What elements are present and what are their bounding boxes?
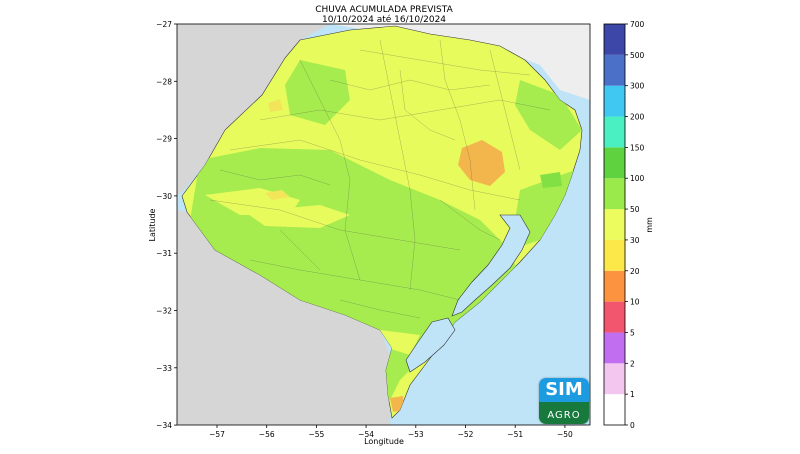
figure-subtitle: 10/10/2024 até 16/10/2024 (322, 14, 446, 25)
x-tick-label: −57 (209, 430, 225, 439)
neighbor-land-southwest (177, 210, 392, 425)
colorbar-segment (604, 24, 625, 55)
map-axes-frame (176, 23, 591, 426)
colorbar-tick-label: 1 (630, 390, 635, 399)
colorbar-tick-label: 30 (630, 236, 640, 245)
x-tick-label: −54 (358, 430, 374, 439)
colorbar-tick-label: 5 (630, 328, 635, 337)
colorbar-tick-label: 100 (630, 174, 645, 183)
colorbar-tick-label: 10 (630, 298, 640, 307)
colorbar-tick-label: 500 (630, 51, 645, 60)
x-tick-label: −56 (259, 430, 275, 439)
rainfall-fields (190, 60, 582, 418)
sim-agro-logo: SIM AGRO (539, 378, 589, 424)
y-tick-label: −28 (156, 77, 172, 86)
x-tick-label: −53 (408, 430, 424, 439)
colorbar-tick-label: 200 (630, 113, 645, 122)
colorbar-tick-label: 50 (630, 205, 640, 214)
x-tick-label: −50 (557, 430, 573, 439)
x-tick-label: −55 (308, 430, 324, 439)
y-tick-label: −33 (156, 364, 172, 373)
colorbar-tick-label: 2 (630, 359, 635, 368)
figure-title: CHUVA ACUMULADA PREVISTA (315, 5, 453, 15)
colorbar-frame (603, 23, 626, 426)
colorbar-segment (604, 85, 625, 117)
yellow-patch-south (380, 330, 420, 355)
colorbar-segment (604, 116, 625, 148)
y-tick-label: −29 (156, 135, 172, 144)
colorbar-segment (604, 239, 625, 271)
x-tick-label: −51 (507, 430, 523, 439)
y-tick-label: −32 (156, 307, 172, 316)
orange-patch-central (458, 140, 505, 186)
colorbar-tick-label: 0 (630, 421, 635, 430)
y-tick-label: −30 (156, 192, 172, 201)
neighbor-land-west (177, 24, 330, 195)
neighbor-land-north (330, 24, 590, 100)
municipal-boundaries (209, 39, 551, 319)
y-axis-label: Latitude (148, 208, 157, 241)
colorbar-segment (604, 301, 625, 333)
y-tick-label: −27 (156, 20, 172, 29)
colorbar-tick-label: 300 (630, 82, 645, 91)
colorbar-segment (604, 54, 625, 86)
yellow-patch-northwest (268, 99, 283, 112)
darker-green-east (540, 172, 562, 188)
colorbar: 0 1 2 5 10 20 30 50 100 150 200 300 500 700 (603, 20, 645, 430)
colorbar-segment (604, 363, 625, 395)
orange-patch-far-south (390, 396, 404, 412)
yellow-light-west-2 (245, 205, 350, 228)
colorbar-segment (604, 332, 625, 364)
lagoa-mirim (405, 317, 456, 373)
colorbar-tick-label: 700 (630, 20, 645, 29)
colorbar-segment (604, 394, 625, 425)
lagoa-dos-patos (451, 214, 531, 317)
green-band-northwest (285, 60, 350, 125)
yellow-patch-west (265, 190, 290, 200)
map-area (177, 24, 590, 425)
x-tick-label: −52 (458, 430, 474, 439)
colorbar-segment (604, 270, 625, 302)
colorbar-tick-label: 150 (630, 143, 645, 152)
x-axis-ticks: −57 −56 −55 −54 −53 −52 −51 −50 (209, 425, 573, 439)
colorbar-tick-label: 20 (630, 267, 640, 276)
y-tick-label: −34 (156, 421, 172, 430)
y-axis-ticks: −27 −28 −29 −30 −31 −32 −33 −34 (156, 20, 177, 430)
logo-line-1: SIM (545, 379, 583, 400)
colorbar-unit-label: mm (645, 217, 654, 233)
colorbar-segment (604, 209, 625, 240)
colorbar-segment (604, 178, 625, 210)
colorbar-segment (604, 147, 625, 179)
y-tick-label: −31 (156, 249, 172, 258)
green-band-northeast (515, 80, 582, 150)
x-axis-label: Longitude (364, 437, 404, 446)
logo-line-2: AGRO (547, 410, 581, 421)
